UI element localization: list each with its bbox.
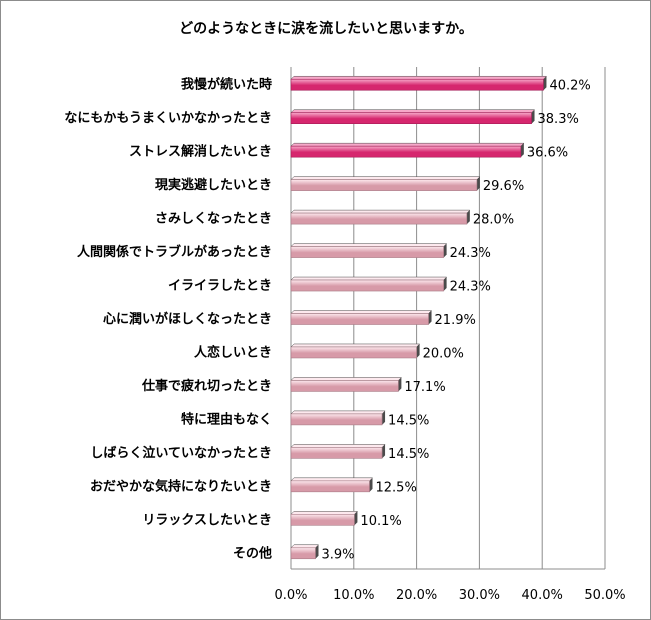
value-label: 21.9% [435, 313, 476, 328]
value-label: 10.1% [360, 514, 401, 529]
bar-depth [443, 243, 447, 258]
bar [290, 112, 532, 124]
x-tick-label: 10.0% [333, 588, 374, 603]
bar-top [290, 75, 548, 80]
bar [290, 380, 399, 392]
value-label: 20.0% [423, 346, 464, 361]
value-label: 12.5% [376, 480, 417, 495]
bar-top [290, 243, 448, 247]
bar-depth [354, 511, 358, 526]
category-label: おだやかな気持になりたいとき [90, 478, 272, 494]
bar [290, 212, 468, 225]
bar [290, 179, 478, 191]
bar [290, 547, 316, 560]
bar-top [290, 477, 374, 482]
bar-depth [398, 377, 402, 392]
bar [290, 279, 444, 292]
bar-top [290, 444, 386, 448]
category-label: なにもかもうまくいかなかったとき [64, 111, 272, 126]
category-label: 人恋しいとき [194, 344, 272, 360]
bar-depth [382, 444, 386, 459]
category-label: 仕事で疲れ切ったとき [141, 378, 272, 394]
category-label: しばらく泣いていなかったとき [90, 445, 272, 461]
bar [290, 313, 429, 325]
bar [290, 480, 370, 493]
bar-top [290, 209, 471, 214]
bar-top [290, 176, 481, 180]
value-label: 28.0% [473, 213, 514, 228]
category-label: 心に潤いがほしくなったとき [103, 311, 272, 327]
category-label: 特に理由もなく [181, 411, 272, 427]
value-label: 14.5% [388, 447, 429, 462]
value-label-layer: 40.2% 38.3% 36.6% 29.6% 28.0% 24.3% 24.3% 21.9%… [321, 79, 590, 563]
value-label: 17.1% [404, 380, 445, 395]
bar-top [290, 410, 386, 415]
chart-title: どのようなときに涙を流したいと思いますか。 [179, 20, 473, 37]
bar-depth [416, 343, 420, 358]
bar-top [290, 142, 525, 147]
x-tick-label: 0.0% [274, 588, 307, 603]
value-label: 24.3% [450, 280, 491, 295]
bar [290, 513, 355, 526]
bar-depth [543, 76, 547, 91]
category-label: 我慢が続いた時 [181, 77, 272, 93]
category-label: さみしくなったとき [155, 212, 272, 227]
bar-top [290, 544, 320, 549]
bar-top [290, 377, 402, 381]
value-label: 40.2% [549, 79, 590, 94]
bar-top [290, 511, 359, 515]
bar-depth [428, 310, 432, 325]
x-tick-label: 40.0% [522, 588, 563, 603]
category-label: リラックスしたいとき [142, 513, 272, 528]
category-label-layer: 我慢が続いた時なにもかもうまくいかなかったときストレス解消したいとき現実逃避した… [64, 77, 272, 562]
bar [290, 145, 522, 158]
category-label: その他 [233, 545, 272, 561]
bar-layer [290, 75, 548, 560]
value-label: 38.3% [538, 112, 579, 127]
bar-depth [315, 544, 319, 559]
bar [290, 246, 444, 258]
tick-label-layer: 0.0% 10.0% 20.0% 30.0% 40.0% 50.0% [274, 588, 625, 603]
bar-top [290, 276, 448, 281]
bar [290, 413, 383, 426]
x-tick-label: 20.0% [396, 588, 437, 603]
bar [290, 78, 544, 91]
value-label: 29.6% [483, 179, 524, 194]
category-label: 現実逃避したいとき [155, 177, 272, 193]
value-label: 14.5% [388, 413, 429, 428]
bar-depth [520, 143, 524, 158]
category-label: 人間関係でトラブルがあったとき [77, 244, 272, 260]
value-label: 3.9% [321, 547, 354, 562]
bar [290, 346, 417, 359]
x-tick-label: 50.0% [584, 588, 625, 603]
bar-top [290, 310, 433, 314]
value-label: 36.6% [527, 146, 568, 161]
bar-depth [382, 410, 386, 425]
bar-depth [476, 176, 480, 191]
category-label: イライラしたとき [168, 279, 272, 294]
bar-top [290, 109, 536, 113]
bar-depth [443, 277, 447, 292]
category-label: ストレス解消したいとき [129, 144, 272, 160]
bar-depth [369, 477, 373, 492]
bar-top [290, 343, 421, 348]
bar-depth [466, 210, 470, 225]
value-label: 24.3% [450, 246, 491, 261]
x-tick-label: 30.0% [459, 588, 500, 603]
bar-depth [531, 109, 535, 124]
bar [290, 447, 383, 459]
